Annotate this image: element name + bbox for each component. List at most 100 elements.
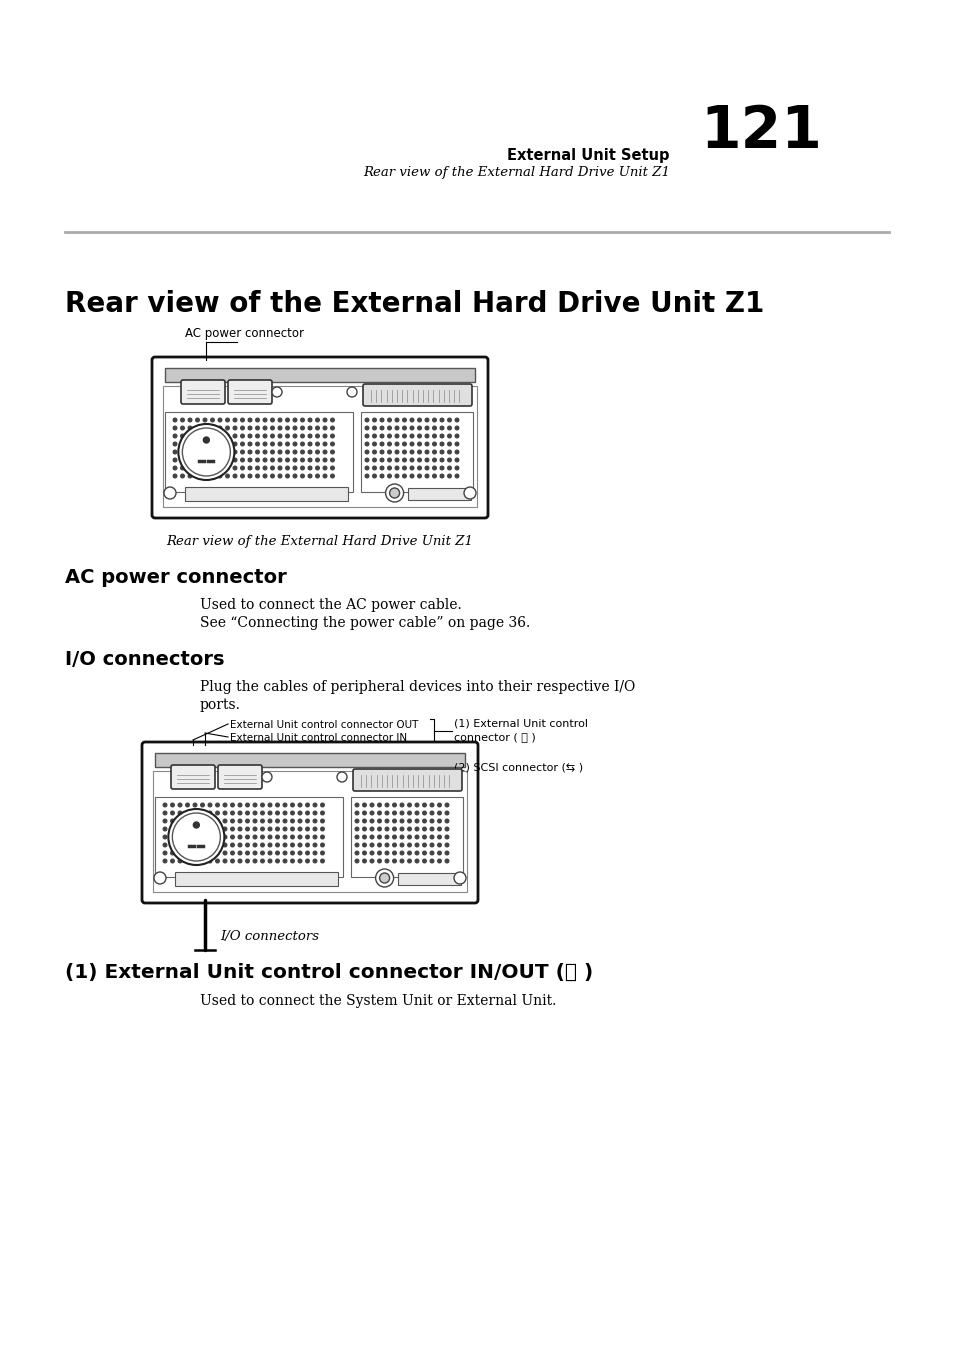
Circle shape bbox=[208, 827, 212, 831]
Circle shape bbox=[285, 466, 289, 470]
Circle shape bbox=[248, 419, 252, 422]
Circle shape bbox=[285, 426, 289, 430]
Text: Used to connect the System Unit or External Unit.: Used to connect the System Unit or Exter… bbox=[200, 994, 556, 1008]
Circle shape bbox=[238, 843, 241, 847]
Circle shape bbox=[218, 419, 221, 422]
Circle shape bbox=[417, 450, 421, 454]
Circle shape bbox=[447, 466, 451, 470]
Circle shape bbox=[402, 419, 406, 422]
Circle shape bbox=[208, 843, 212, 847]
Circle shape bbox=[323, 434, 327, 438]
Circle shape bbox=[425, 474, 428, 478]
Circle shape bbox=[211, 426, 214, 430]
Circle shape bbox=[300, 419, 304, 422]
Circle shape bbox=[215, 804, 219, 807]
Circle shape bbox=[373, 466, 375, 470]
Circle shape bbox=[395, 442, 398, 446]
Circle shape bbox=[365, 434, 369, 438]
Circle shape bbox=[377, 851, 381, 855]
Circle shape bbox=[437, 851, 441, 855]
Circle shape bbox=[355, 819, 358, 823]
Circle shape bbox=[223, 827, 227, 831]
Circle shape bbox=[180, 442, 184, 446]
Circle shape bbox=[195, 442, 199, 446]
Circle shape bbox=[313, 827, 316, 831]
Text: ports.: ports. bbox=[200, 698, 240, 712]
Circle shape bbox=[331, 442, 334, 446]
Bar bbox=[360, 412, 473, 492]
Circle shape bbox=[186, 819, 189, 823]
Circle shape bbox=[253, 811, 256, 815]
Circle shape bbox=[293, 419, 296, 422]
Circle shape bbox=[291, 811, 294, 815]
Circle shape bbox=[320, 843, 324, 847]
Circle shape bbox=[447, 426, 451, 430]
Circle shape bbox=[365, 474, 369, 478]
Circle shape bbox=[415, 811, 418, 815]
Circle shape bbox=[263, 474, 267, 478]
Circle shape bbox=[291, 804, 294, 807]
Bar bbox=[174, 871, 337, 886]
Circle shape bbox=[193, 843, 196, 847]
Circle shape bbox=[188, 450, 192, 454]
Circle shape bbox=[263, 426, 267, 430]
Circle shape bbox=[278, 434, 281, 438]
Circle shape bbox=[193, 819, 196, 823]
Bar bbox=[163, 386, 476, 507]
Circle shape bbox=[377, 843, 381, 847]
Circle shape bbox=[433, 434, 436, 438]
Circle shape bbox=[439, 458, 443, 462]
Circle shape bbox=[271, 466, 274, 470]
Circle shape bbox=[182, 428, 230, 476]
Circle shape bbox=[208, 804, 212, 807]
Circle shape bbox=[399, 819, 403, 823]
Circle shape bbox=[315, 434, 319, 438]
Text: See “Connecting the power cable” on page 36.: See “Connecting the power cable” on page… bbox=[200, 616, 530, 630]
Circle shape bbox=[178, 827, 182, 831]
Circle shape bbox=[255, 450, 259, 454]
Text: Used to connect the AC power cable.: Used to connect the AC power cable. bbox=[200, 598, 461, 612]
Circle shape bbox=[373, 458, 375, 462]
Circle shape bbox=[331, 426, 334, 430]
Circle shape bbox=[437, 827, 441, 831]
Circle shape bbox=[395, 466, 398, 470]
Circle shape bbox=[422, 859, 426, 863]
Circle shape bbox=[195, 450, 199, 454]
Circle shape bbox=[271, 442, 274, 446]
Circle shape bbox=[410, 442, 414, 446]
Circle shape bbox=[313, 811, 316, 815]
Circle shape bbox=[430, 827, 434, 831]
Circle shape bbox=[171, 835, 174, 839]
Circle shape bbox=[430, 804, 434, 807]
Circle shape bbox=[387, 442, 391, 446]
Circle shape bbox=[455, 458, 458, 462]
Circle shape bbox=[300, 466, 304, 470]
Circle shape bbox=[387, 466, 391, 470]
Circle shape bbox=[437, 859, 441, 863]
Circle shape bbox=[300, 426, 304, 430]
Circle shape bbox=[278, 458, 281, 462]
Circle shape bbox=[163, 843, 167, 847]
Circle shape bbox=[417, 426, 421, 430]
Circle shape bbox=[260, 827, 264, 831]
Circle shape bbox=[433, 426, 436, 430]
Circle shape bbox=[385, 819, 389, 823]
Circle shape bbox=[385, 835, 389, 839]
Circle shape bbox=[323, 458, 327, 462]
Circle shape bbox=[320, 811, 324, 815]
Circle shape bbox=[163, 859, 167, 863]
Bar bbox=[154, 797, 343, 877]
Circle shape bbox=[425, 458, 428, 462]
Circle shape bbox=[200, 811, 204, 815]
Circle shape bbox=[417, 442, 421, 446]
Circle shape bbox=[171, 859, 174, 863]
Circle shape bbox=[223, 843, 227, 847]
Circle shape bbox=[255, 474, 259, 478]
Circle shape bbox=[320, 819, 324, 823]
Circle shape bbox=[433, 466, 436, 470]
Circle shape bbox=[271, 426, 274, 430]
Circle shape bbox=[180, 426, 184, 430]
Circle shape bbox=[255, 466, 259, 470]
Circle shape bbox=[215, 811, 219, 815]
Circle shape bbox=[407, 804, 411, 807]
